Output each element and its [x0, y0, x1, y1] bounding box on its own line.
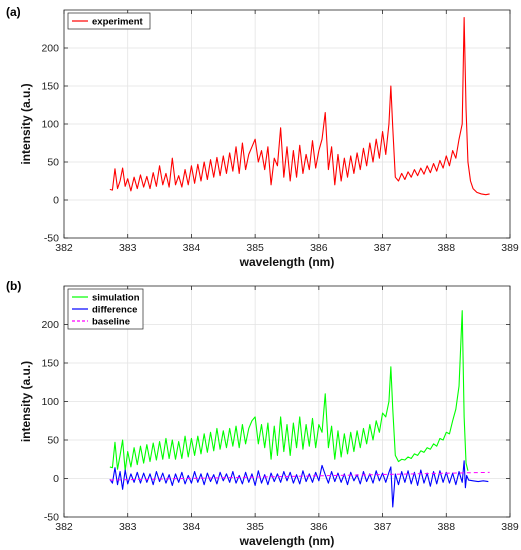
y-tick-label: -50: [44, 233, 59, 245]
series-line-experiment: [109, 17, 490, 196]
series-line-baseline: [109, 471, 490, 481]
legend-box: [67, 12, 151, 30]
x-tick-label: 388: [438, 521, 456, 533]
y-axis-label: intensity (a.u.): [19, 83, 33, 164]
chart-panel-b: 382 383 384 385 386 387 388 389 -50 0 50 100 150 200 w…: [6, 279, 519, 548]
series-line-difference: [109, 460, 489, 508]
x-tick-label: 384: [183, 521, 201, 533]
legend: experiment: [67, 12, 151, 30]
y-axis-label: intensity (a.u.): [19, 361, 33, 442]
panel-label: (a): [6, 5, 21, 19]
y-tick-label: 200: [41, 319, 59, 331]
y-tick-label: 100: [41, 396, 59, 408]
y-tick-label: -50: [44, 512, 59, 524]
x-tick-label: 385: [246, 242, 264, 254]
x-tick-label: 389: [501, 242, 519, 254]
y-tick-label: 0: [53, 473, 59, 485]
x-tick-label: 385: [246, 521, 264, 533]
x-tick-label: 382: [55, 521, 73, 533]
x-tick-label: 387: [374, 242, 392, 254]
chart-panel-a: 382 383 384 385 386 387 388 389 -50 0 50 100 150 200 w…: [6, 5, 519, 269]
panel-label: (b): [6, 279, 21, 293]
x-axis-label: wavelength (nm): [239, 255, 335, 269]
legend-label-simulation: simulation: [92, 293, 140, 304]
x-tick-label: 386: [310, 521, 328, 533]
x-tick-label: 389: [501, 521, 519, 533]
y-tick-label: 150: [41, 81, 59, 93]
x-tick-label: 387: [374, 521, 392, 533]
legend-label-difference: difference: [92, 305, 137, 316]
x-tick-label: 386: [310, 242, 328, 254]
y-tick-label: 200: [41, 43, 59, 55]
legend-label-baseline: baseline: [92, 317, 130, 328]
y-tick-label: 50: [47, 157, 59, 169]
y-tick-label: 0: [53, 195, 59, 207]
series-line-simulation: [109, 310, 469, 472]
y-tick-label: 100: [41, 119, 59, 131]
x-tick-label: 383: [119, 521, 137, 533]
x-tick-label: 383: [119, 242, 137, 254]
y-tick-label: 50: [47, 435, 59, 447]
x-tick-label: 382: [55, 242, 73, 254]
x-tick-label: 388: [438, 242, 456, 254]
y-tick-label: 150: [41, 358, 59, 370]
x-tick-label: 384: [183, 242, 201, 254]
x-axis-label: wavelength (nm): [239, 534, 335, 548]
legend-label-experiment: experiment: [92, 17, 144, 28]
